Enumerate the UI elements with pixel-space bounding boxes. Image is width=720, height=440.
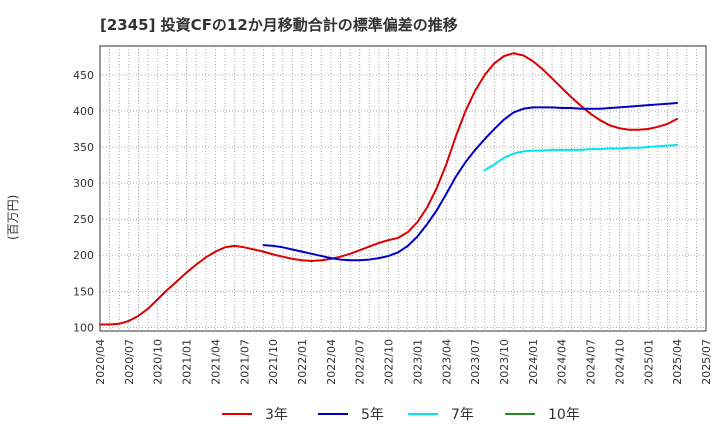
y-tick-label: 100 <box>73 321 94 334</box>
y-tick-label: 200 <box>73 249 94 262</box>
x-tick-label: 2025/07 <box>700 339 713 385</box>
y-tick-label: 400 <box>73 105 94 118</box>
x-tick-label: 2021/04 <box>209 339 222 385</box>
x-tick-label: 2020/10 <box>152 339 165 385</box>
series-line-3 <box>483 143 679 172</box>
y-tick-label: 150 <box>73 285 94 298</box>
x-tick-label: 2025/04 <box>671 339 684 385</box>
plot-area <box>100 46 706 331</box>
x-tick-label: 2021/01 <box>181 339 194 385</box>
x-tick-label: 2022/01 <box>296 339 309 385</box>
series-line-2 <box>262 102 679 262</box>
legend-label-1: 3年 <box>265 407 288 423</box>
x-tick-label: 2023/01 <box>411 339 424 385</box>
x-tick-label: 2022/04 <box>325 339 338 385</box>
x-tick-label: 2023/04 <box>440 339 453 385</box>
y-tick-label: 450 <box>73 69 94 82</box>
x-tick-label: 2021/07 <box>238 339 251 385</box>
x-tick-label: 2022/10 <box>383 339 396 385</box>
x-tick-label: 2023/07 <box>469 339 482 385</box>
x-tick-label: 2024/07 <box>585 339 598 385</box>
series-line-1 <box>99 52 679 326</box>
legend-label-3: 7年 <box>451 407 474 423</box>
x-tick-label: 2024/01 <box>527 339 540 385</box>
legend-label-2: 5年 <box>361 407 384 423</box>
y-tick-label: 350 <box>73 141 94 154</box>
legend-label-4: 10年 <box>548 407 580 423</box>
x-tick-label: 2021/10 <box>267 339 280 385</box>
x-tick-label: 2023/10 <box>498 339 511 385</box>
y-tick-label: 250 <box>73 213 94 226</box>
plot-frame <box>99 45 707 332</box>
x-tick-label: 2025/01 <box>642 339 655 385</box>
x-tick-label: 2020/07 <box>123 339 136 385</box>
x-tick-label: 2022/07 <box>354 339 367 385</box>
x-tick-label: 2020/04 <box>94 339 107 385</box>
x-tick-label: 2024/04 <box>556 339 569 385</box>
chart-title: [2345] 投資CFの12か月移動合計の標準偏差の推移 <box>100 16 458 34</box>
y-tick-label: 300 <box>73 177 94 190</box>
x-tick-label: 2024/10 <box>613 339 626 385</box>
